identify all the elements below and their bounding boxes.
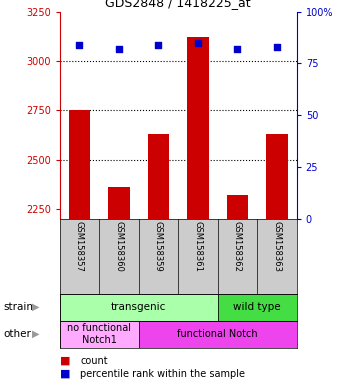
Text: GSM158362: GSM158362	[233, 221, 242, 272]
Text: GSM158359: GSM158359	[154, 221, 163, 272]
Text: GSM158360: GSM158360	[115, 221, 123, 272]
Text: ▶: ▶	[32, 329, 40, 339]
Text: transgenic: transgenic	[111, 302, 166, 312]
Bar	[69, 110, 90, 219]
Bar	[266, 134, 288, 219]
Text: wild type: wild type	[233, 302, 281, 312]
Bar	[139, 321, 297, 348]
Bar	[187, 37, 209, 219]
Bar	[148, 134, 169, 219]
Text: GSM158361: GSM158361	[193, 221, 203, 272]
Bar	[226, 195, 248, 219]
Point	[77, 41, 82, 48]
Point	[116, 46, 122, 52]
Text: GSM158357: GSM158357	[75, 221, 84, 272]
Text: other: other	[3, 329, 31, 339]
Text: no functional
Notch1: no functional Notch1	[67, 323, 131, 345]
Text: ▶: ▶	[32, 302, 40, 312]
Bar	[60, 321, 139, 348]
Text: ■: ■	[60, 369, 70, 379]
Bar	[60, 294, 218, 321]
Text: GSM158363: GSM158363	[272, 221, 281, 272]
Text: ■: ■	[60, 356, 70, 366]
Text: functional Notch: functional Notch	[177, 329, 258, 339]
Text: percentile rank within the sample: percentile rank within the sample	[80, 369, 245, 379]
Point	[195, 40, 201, 46]
Bar	[108, 187, 130, 219]
Title: GDS2848 / 1418225_at: GDS2848 / 1418225_at	[105, 0, 251, 9]
Point	[274, 44, 280, 50]
Text: count: count	[80, 356, 108, 366]
Bar	[218, 294, 297, 321]
Point	[235, 46, 240, 52]
Point	[156, 41, 161, 48]
Text: strain: strain	[3, 302, 33, 312]
